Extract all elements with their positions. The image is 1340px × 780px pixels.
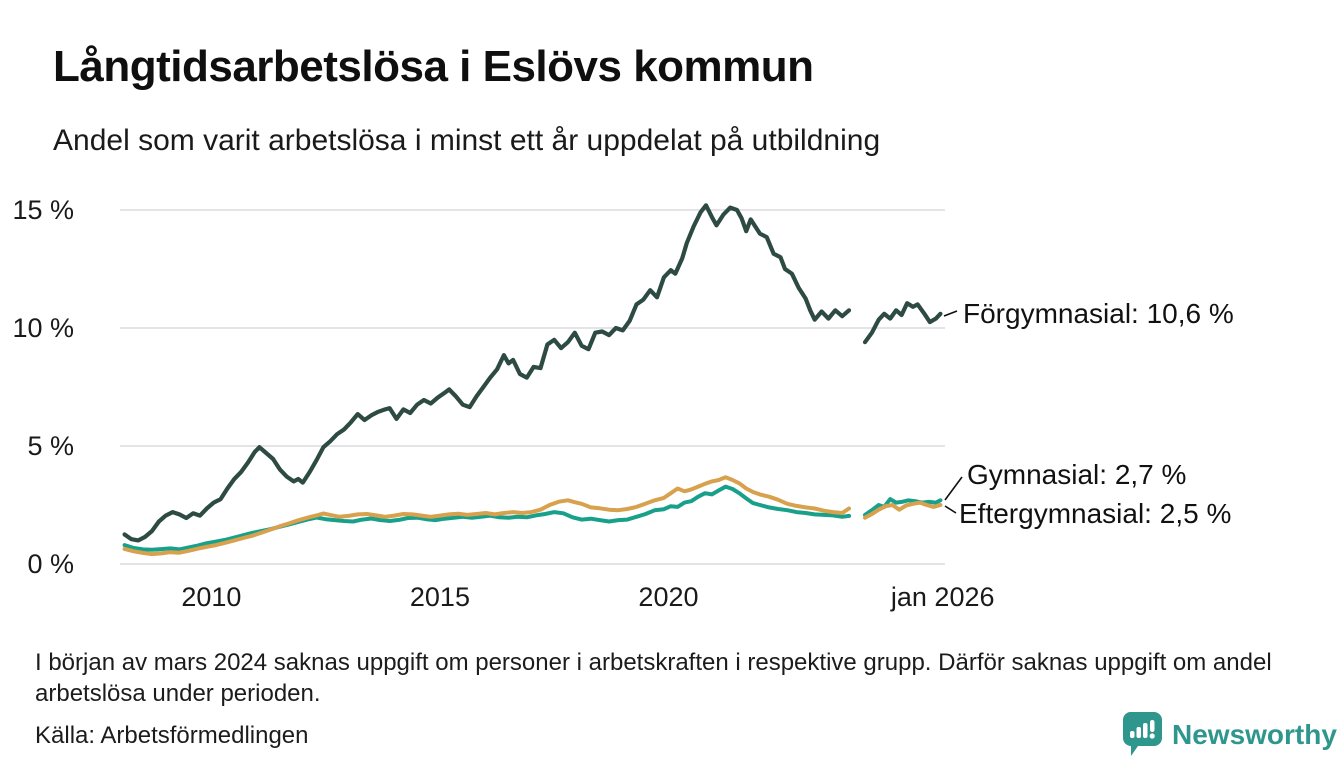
newsworthy-logo-icon bbox=[1122, 712, 1162, 756]
label-connectors bbox=[943, 310, 963, 514]
y-tick-label: 5 % bbox=[27, 431, 74, 461]
series-end-label-gymnasial: Gymnasial: 2,7 % bbox=[967, 459, 1187, 490]
series-line-2-segment-0 bbox=[122, 475, 851, 557]
series-line-0-segment-0 bbox=[122, 203, 852, 543]
x-tick-label: 2010 bbox=[181, 582, 242, 612]
chart-title: Långtidsarbetslösa i Eslövs kommun bbox=[53, 42, 814, 91]
series-lines bbox=[122, 203, 943, 557]
y-tick-label: 10 % bbox=[12, 313, 74, 343]
x-tick-label: jan 2026 bbox=[890, 582, 995, 612]
series-line-1-segment-1 bbox=[863, 497, 943, 517]
y-tick-label: 15 % bbox=[12, 195, 74, 225]
label-connector-gymnasial bbox=[944, 476, 963, 501]
newsworthy-branding: Newsworthy bbox=[1122, 712, 1337, 756]
label-connector-forgymnasial bbox=[943, 310, 958, 317]
chart-subtitle: Andel som varit arbetslösa i minst ett å… bbox=[53, 124, 881, 157]
series-line-1-segment-0 bbox=[122, 484, 851, 552]
source-text: Källa: Arbetsförmedlingen bbox=[35, 722, 309, 749]
chart-footnote: I början av mars 2024 saknas uppgift om … bbox=[35, 649, 1272, 707]
x-tick-label: 2015 bbox=[409, 582, 470, 612]
gridlines bbox=[120, 209, 945, 565]
x-tick-label: 2020 bbox=[638, 582, 699, 612]
series-end-label-eftergymnasial: Eftergymnasial: 2,5 % bbox=[959, 498, 1232, 529]
series-end-label-forgymnasial: Förgymnasial: 10,6 % bbox=[963, 298, 1234, 329]
label-connector-eftergymnasial bbox=[944, 505, 957, 514]
y-tick-label: 0 % bbox=[27, 549, 74, 579]
newsworthy-logo-text: Newsworthy bbox=[1172, 719, 1337, 750]
series-line-0-segment-1 bbox=[862, 301, 943, 345]
series-line-2-segment-1 bbox=[863, 500, 943, 520]
